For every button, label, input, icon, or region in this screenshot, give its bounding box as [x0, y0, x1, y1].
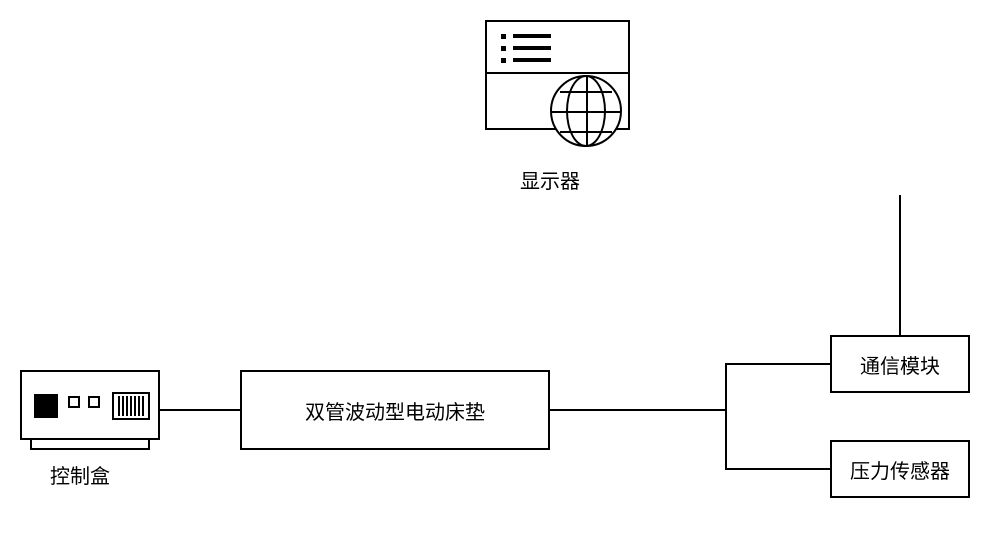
pressure-sensor-node: 压力传感器	[830, 440, 970, 498]
display-node	[485, 20, 630, 150]
edge-controlbox-mattress	[160, 409, 240, 411]
comm-module-label: 通信模块	[860, 350, 940, 379]
globe-lon-ellipse	[566, 75, 606, 147]
list-line	[513, 46, 551, 50]
edge-comm-display	[899, 195, 901, 335]
monitor-titlebar	[487, 22, 628, 74]
list-bullet	[501, 58, 506, 63]
mattress-node: 双管波动型电动床垫	[240, 370, 550, 450]
list-bullet	[501, 34, 506, 39]
control-box-base	[30, 438, 150, 450]
control-box-label: 控制盒	[50, 460, 110, 489]
list-line	[513, 34, 551, 38]
mattress-label: 双管波动型电动床垫	[305, 396, 485, 425]
comm-module-node: 通信模块	[830, 335, 970, 393]
control-box-vent	[112, 392, 150, 420]
edge-junction-sensor	[725, 468, 830, 470]
control-box-node	[20, 370, 160, 450]
display-label: 显示器	[520, 165, 580, 194]
pressure-sensor-label: 压力传感器	[850, 455, 950, 484]
control-box-indicator	[34, 394, 58, 418]
edge-junction-comm	[725, 363, 830, 365]
control-box-btn	[68, 396, 80, 408]
edge-mattress-junction	[550, 409, 727, 411]
edge-junction-vertical	[725, 363, 727, 470]
control-box-btn	[88, 396, 100, 408]
list-bullet	[501, 46, 506, 51]
globe-icon	[550, 75, 622, 147]
list-line	[513, 58, 551, 62]
